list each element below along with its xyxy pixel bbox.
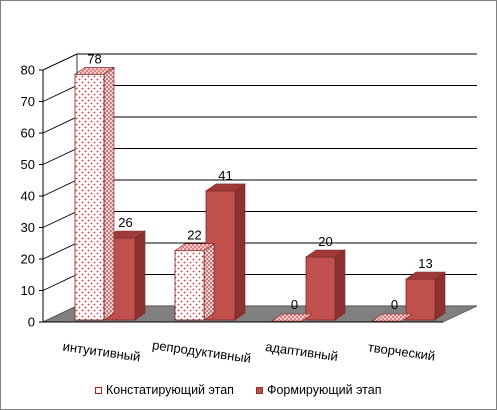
bar-top [205,183,246,192]
category-label: репродуктивный [151,337,252,366]
y-tick-label: 10 [21,283,35,298]
legend-label-series-2: Формирующий этап [266,383,382,397]
bar-1-3 [271,313,313,322]
data-label: 0 [291,297,298,312]
bar-2-4 [405,271,446,321]
bar-side [434,271,446,321]
bars [74,66,446,322]
y-tick-label: 70 [21,94,35,109]
bar-front [405,278,436,321]
data-label: 0 [391,297,398,312]
bar-flat [371,313,413,322]
bar-front [174,250,205,321]
y-tick-label: 50 [21,157,35,172]
category-label: адаптивный [264,339,338,364]
legend-item-series-2: Формирующий этап [255,383,382,397]
data-label: 78 [87,51,101,66]
y-tick-label: 80 [21,63,35,78]
bar-side [203,243,215,321]
bar-side [103,66,115,321]
data-label: 13 [418,256,432,271]
bar-1-2 [174,243,215,321]
bar-flat [271,313,313,322]
bar-side [134,230,146,321]
category-label: творческий [367,339,436,363]
legend-swatch-series-2 [255,386,263,394]
data-label: 20 [318,234,332,249]
data-label: 26 [118,215,132,230]
bar-front [305,256,336,321]
bar-front [74,73,105,321]
bar-2-3 [305,249,346,321]
y-tick-label: 40 [21,189,35,204]
bar-top [174,243,215,251]
bar-top [74,67,115,75]
bar-top [405,271,446,280]
bar-top [305,249,346,258]
legend: Констатирующий этап Формирующий этап [95,381,404,399]
data-label: 22 [187,228,201,243]
legend-label-series-1: Констатирующий этап [106,383,234,397]
y-tick-label: 60 [21,126,35,141]
bar-side [234,183,246,321]
legend-swatch-series-1 [95,386,102,394]
bar-1-4 [371,313,413,322]
bar-side [334,249,346,321]
y-axis: 0 10 20 30 40 50 60 70 80 [21,63,44,330]
y-tick-label: 0 [28,315,35,330]
gridline-80 [42,53,477,71]
data-labels: 13 0 20 0 41 22 26 78 [87,51,432,312]
x-axis: творческий адаптивный репродуктивный интуит… [43,321,443,366]
category-label: интуитивный [62,339,142,365]
bar-1-1 [74,66,115,321]
data-label: 41 [218,168,232,183]
y-tick-label: 20 [21,252,35,267]
y-tick-label: 30 [21,220,35,235]
legend-item-series-1: Констатирующий этап [95,383,234,397]
